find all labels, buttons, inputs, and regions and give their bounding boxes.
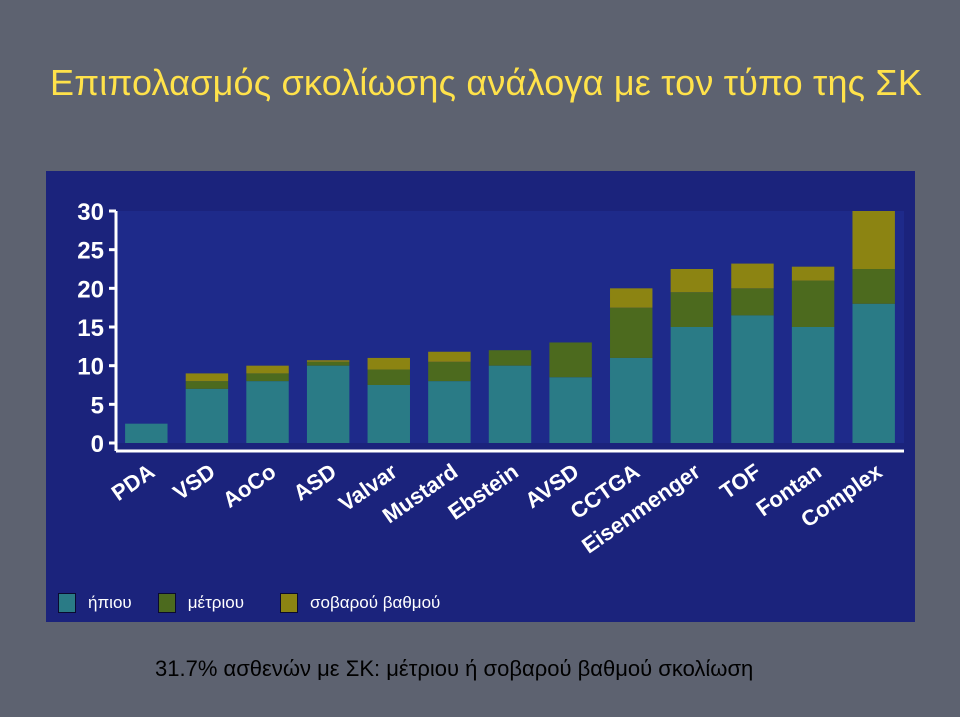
summary-footer: 31.7% ασθενών με ΣΚ: μέτριου ή σοβαρού β… [155, 656, 754, 681]
legend-label-severe: σοβαρού βαθμού [304, 593, 447, 613]
legend-item-severe: σοβαρού βαθμού [280, 593, 447, 613]
bar-pda-series-0 [125, 423, 168, 443]
x-tick-label: AoCo [218, 459, 280, 513]
bar-eisenmenger-series-0 [670, 327, 714, 443]
bar-complex-series-0 [852, 303, 895, 443]
bar-mustard-series-1 [428, 361, 471, 382]
bar-valvar-series-2 [367, 357, 410, 370]
bar-eisenmenger-series-2 [670, 269, 714, 293]
bar-mustard-series-2 [428, 351, 471, 362]
legend-swatch-mild [58, 593, 76, 613]
bar-cctga-series-2 [610, 288, 653, 308]
bar-vsd-series-1 [185, 381, 229, 389]
y-tick-label: 30 [77, 199, 104, 226]
bar-mustard-series-0 [428, 381, 471, 443]
legend-item-moderate: μέτριου [157, 593, 261, 613]
bar-tof-series-0 [731, 315, 774, 443]
x-tick-label: VSD [168, 459, 219, 505]
y-tick-label: 20 [77, 276, 104, 303]
x-tick-label: ASD [289, 459, 341, 506]
y-tick-label: 10 [77, 354, 104, 381]
legend-label-moderate: μέτριου [181, 593, 261, 613]
x-tick-label: Ebstein [443, 459, 522, 525]
chart-panel: 0 5 10 15 20 25 30 PDA VSD AoCo ASD Valvar Mustard Eb… [46, 171, 915, 622]
bar-aoco-series-2 [246, 365, 289, 374]
bar-vsd-series-2 [185, 373, 229, 382]
x-tick-label: PDA [107, 459, 159, 506]
bar-eisenmenger-series-1 [670, 292, 714, 327]
y-tick-label: 5 [91, 392, 104, 419]
bar-tof-series-1 [731, 288, 774, 316]
slide-title: Επιπολασμός σκολίωσης ανάλογα με τον τύπ… [50, 62, 923, 103]
bar-fontan-series-0 [791, 327, 835, 443]
bar-asd-series-1 [306, 361, 350, 366]
legend-label-mild: ήπιου [82, 593, 138, 613]
bar-vsd-series-0 [185, 388, 229, 443]
bar-avsd-series-1 [549, 342, 592, 378]
bar-valvar-series-0 [367, 385, 410, 443]
bar-asd-series-2 [306, 360, 350, 362]
bar-aoco-series-1 [246, 373, 289, 382]
bar-cctga-series-1 [610, 307, 653, 358]
y-tick-label: 0 [91, 431, 104, 458]
chart-legend: ήπιου μέτριου σοβαρού βαθμού [58, 588, 466, 618]
bar-complex-series-1 [852, 269, 895, 304]
bar-fontan-series-2 [791, 266, 835, 281]
bar-avsd-series-0 [549, 377, 592, 443]
bar-cctga-series-0 [610, 357, 653, 443]
bar-tof-series-2 [731, 263, 774, 289]
bar-ebstein-series-0 [488, 365, 532, 443]
legend-item-mild: ήπιου [58, 593, 138, 613]
y-tick-label: 25 [77, 238, 104, 265]
bar-aoco-series-0 [246, 381, 289, 443]
bar-valvar-series-1 [367, 369, 410, 385]
bar-complex-series-2 [852, 211, 895, 269]
bar-fontan-series-1 [791, 280, 835, 327]
y-tick-label: 15 [77, 315, 104, 342]
legend-swatch-moderate [157, 593, 176, 613]
bar-asd-series-0 [306, 365, 350, 443]
legend-swatch-severe [280, 593, 299, 613]
bar-ebstein-series-1 [488, 350, 532, 366]
